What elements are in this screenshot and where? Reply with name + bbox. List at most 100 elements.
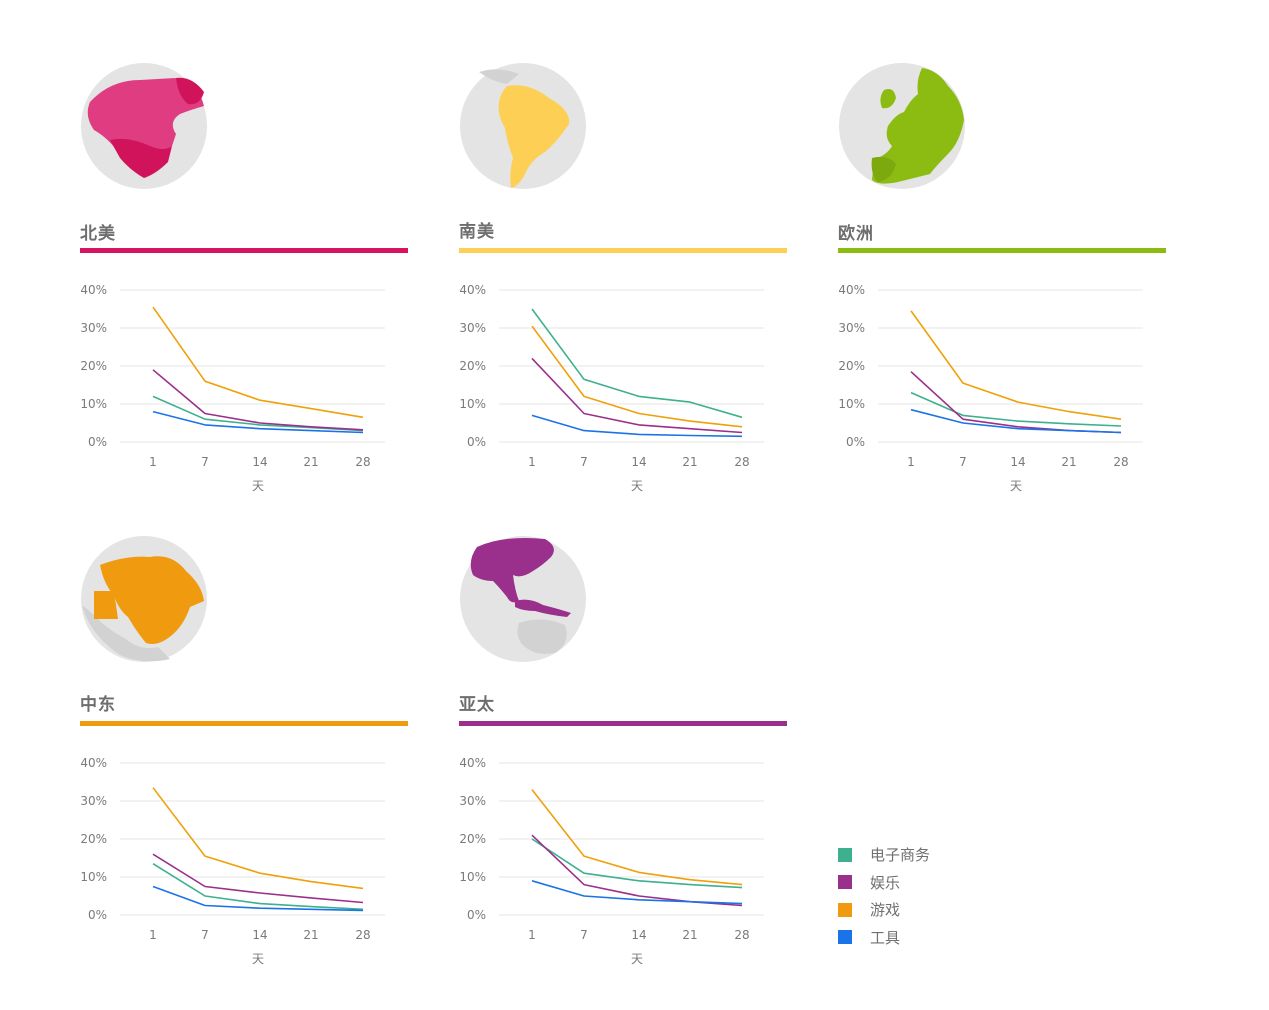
y-tick-label: 40%	[459, 283, 486, 297]
x-tick-label: 21	[682, 455, 697, 469]
x-tick-label: 1	[907, 455, 915, 469]
legend-item-ecommerce: 电子商务	[838, 841, 930, 869]
y-tick-label: 10%	[459, 397, 486, 411]
series-line	[531, 414, 743, 438]
y-tick-label: 0%	[88, 908, 107, 922]
y-tick-label: 10%	[459, 870, 486, 884]
legend-label: 电子商务	[870, 846, 931, 865]
series-line	[910, 391, 1122, 427]
region-color-bar	[459, 248, 787, 253]
y-tick-label: 30%	[80, 321, 107, 335]
series-line	[152, 410, 364, 434]
region-color-bar	[838, 248, 1166, 253]
panel-europe: 欧洲 0% 10% 20% 30% 40% 1 7 14 21 28 天	[838, 62, 1178, 532]
x-axis-label: 天	[252, 479, 264, 493]
region-title: 南美	[459, 222, 495, 242]
x-tick-label: 28	[355, 455, 370, 469]
series-line	[910, 408, 1122, 434]
x-axis-label: 天	[631, 952, 643, 966]
y-tick-label: 10%	[80, 870, 107, 884]
panel-middle-east: 中东 0% 10% 20% 30% 40% 1 7 14 21 28 天	[80, 535, 420, 1005]
legend-item-tools: 工具	[838, 924, 930, 952]
legend-swatch	[838, 902, 852, 917]
y-tick-label: 30%	[459, 321, 486, 335]
x-tick-label: 21	[682, 928, 697, 942]
x-tick-label: 14	[1010, 455, 1025, 469]
y-tick-label: 20%	[459, 359, 486, 373]
x-tick-label: 1	[528, 928, 536, 942]
region-title: 亚太	[459, 695, 495, 715]
middle-east-globe-icon	[81, 536, 207, 662]
series-line	[910, 310, 1122, 420]
europe-globe-icon	[839, 63, 965, 189]
chart-legend: 电子商务 娱乐 游戏 工具	[838, 841, 930, 951]
south-america-globe-icon	[460, 63, 586, 189]
x-tick-label: 28	[355, 928, 370, 942]
legend-label: 游戏	[870, 901, 901, 920]
y-tick-label: 40%	[80, 283, 107, 297]
y-tick-label: 0%	[467, 435, 486, 449]
series-line	[531, 308, 743, 419]
y-tick-label: 10%	[838, 397, 865, 411]
x-tick-label: 7	[580, 928, 588, 942]
panel-south-america: 南美 0% 10% 20% 30% 40% 1 7 14 21 28 天	[459, 62, 799, 532]
series-line	[152, 885, 364, 912]
series-line	[531, 357, 743, 434]
north-america-globe-icon	[81, 63, 207, 189]
x-tick-label: 7	[580, 455, 588, 469]
x-tick-label: 1	[528, 455, 536, 469]
x-tick-label: 1	[149, 455, 157, 469]
y-tick-label: 20%	[80, 832, 107, 846]
series-line	[531, 838, 743, 889]
y-tick-label: 30%	[80, 794, 107, 808]
series-line	[152, 369, 364, 431]
region-title: 北美	[80, 224, 116, 244]
legend-item-entertainment: 娱乐	[838, 869, 930, 897]
x-tick-label: 7	[201, 928, 209, 942]
series-line	[531, 834, 743, 907]
panel-north-america: 北美 0% 10% 20% 30% 40% 1 7 14 21 28 天	[80, 62, 420, 532]
retention-chart: 0% 10% 20% 30% 40% 1 7 14 21 28 天	[80, 756, 385, 966]
series-line	[152, 395, 364, 432]
legend-swatch	[838, 930, 852, 945]
x-tick-label: 7	[959, 455, 967, 469]
x-tick-label: 1	[149, 928, 157, 942]
x-tick-label: 14	[631, 455, 646, 469]
y-tick-label: 40%	[80, 756, 107, 770]
region-color-bar	[80, 248, 408, 253]
legend-label: 娱乐	[870, 873, 901, 892]
x-axis-label: 天	[631, 479, 643, 493]
x-tick-label: 14	[252, 928, 267, 942]
panel-asia-pacific: 亚太 0% 10% 20% 30% 40% 1 7 14 21 28 天	[459, 535, 799, 1005]
y-tick-label: 0%	[88, 435, 107, 449]
legend-item-games: 游戏	[838, 896, 930, 924]
series-line	[152, 787, 364, 890]
series-line	[152, 863, 364, 911]
y-tick-label: 30%	[459, 794, 486, 808]
x-axis-label: 天	[1010, 479, 1022, 493]
retention-chart: 0% 10% 20% 30% 40% 1 7 14 21 28 天	[459, 283, 764, 493]
y-tick-label: 20%	[80, 359, 107, 373]
y-tick-label: 20%	[838, 359, 865, 373]
region-color-bar	[80, 721, 408, 726]
series-line	[531, 325, 743, 428]
y-tick-label: 40%	[459, 756, 486, 770]
x-tick-label: 28	[734, 455, 749, 469]
y-tick-label: 40%	[838, 283, 865, 297]
y-tick-label: 0%	[467, 908, 486, 922]
series-line	[531, 789, 743, 886]
region-title: 欧洲	[838, 224, 874, 244]
series-line	[152, 306, 364, 419]
x-tick-label: 7	[201, 455, 209, 469]
region-color-bar	[459, 721, 787, 726]
retention-chart: 0% 10% 20% 30% 40% 1 7 14 21 28 天	[838, 283, 1143, 493]
x-axis-label: 天	[252, 952, 264, 966]
legend-swatch	[838, 847, 852, 862]
x-tick-label: 21	[303, 455, 318, 469]
y-tick-label: 10%	[80, 397, 107, 411]
y-tick-label: 0%	[846, 435, 865, 449]
legend-swatch	[838, 875, 852, 890]
x-tick-label: 28	[1113, 455, 1128, 469]
y-tick-label: 20%	[459, 832, 486, 846]
series-line	[152, 853, 364, 904]
